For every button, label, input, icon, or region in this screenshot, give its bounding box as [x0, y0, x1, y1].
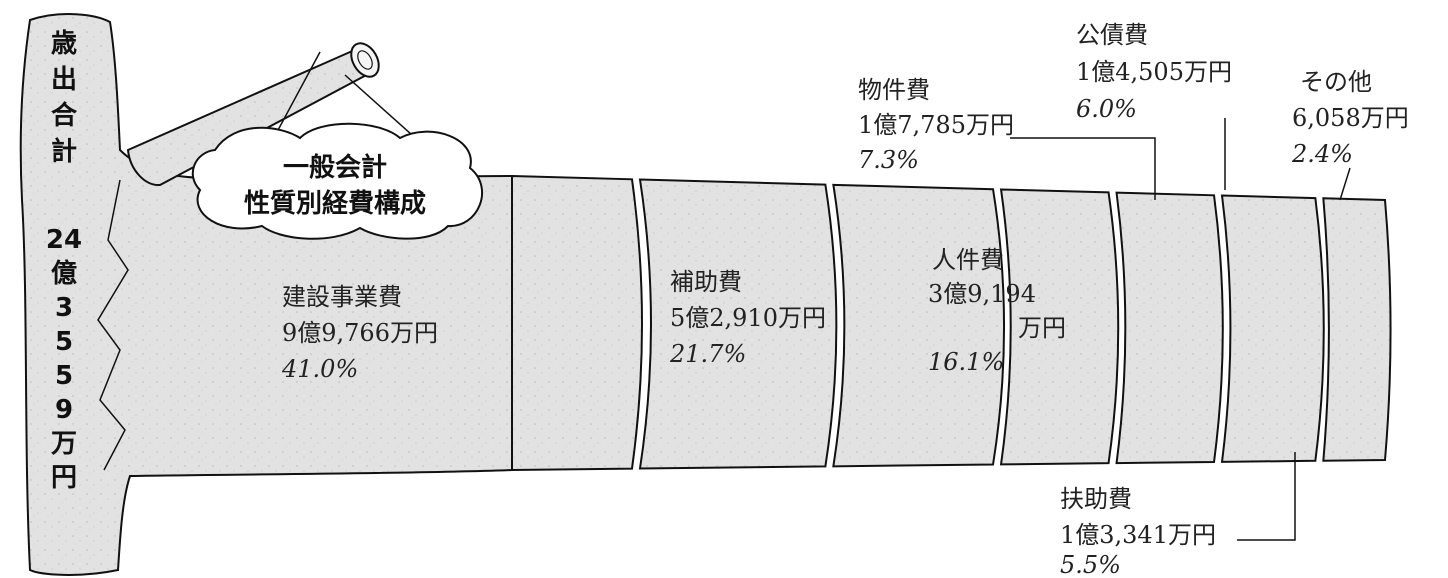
- label-hojo-amount: 5億2,910万円: [670, 304, 826, 332]
- label-jinken-amount-a: 3億9,194: [928, 280, 1036, 308]
- total-value-1: 億: [51, 259, 77, 289]
- label-sonota-pct: 2.4%: [1291, 140, 1353, 168]
- branch-end-ring: [357, 50, 373, 70]
- label-sonota-name: その他: [1300, 68, 1372, 96]
- chart-title-line2: 性質別経費構成: [244, 188, 426, 219]
- branch-end: [350, 42, 380, 78]
- leader-bukken: [1010, 137, 1156, 200]
- label-kosai-amount: 1億4,505万円: [1076, 58, 1232, 86]
- total-value-2: 3: [55, 293, 73, 323]
- trunk-jagged-edge: [97, 179, 129, 471]
- label-jigyo-amount: 9億9,766万円: [282, 319, 438, 347]
- total-char-0: 歳: [51, 29, 77, 59]
- total-value: 24 億 3 5 5 9 万 円: [46, 225, 82, 493]
- seg-kosai: [1115, 191, 1224, 465]
- label-jigyo-name: 建設事業費: [282, 283, 402, 311]
- label-bukken-pct: 7.3%: [858, 146, 919, 174]
- seg-bukken: [999, 188, 1120, 466]
- total-value-7: 円: [51, 463, 77, 493]
- leader-sonota: [1339, 167, 1351, 201]
- label-fujo-amount: 1億3,341万円: [1060, 521, 1216, 549]
- segment-group: [511, 174, 1392, 472]
- title-cloud: [191, 122, 484, 240]
- label-hojo-name: 補助費: [670, 268, 742, 296]
- seg-hojo: [638, 178, 838, 470]
- label-sonota-amount: 6,058万円: [1292, 104, 1409, 132]
- seg-jinken: [832, 183, 1006, 468]
- label-hojo-pct: 21.7%: [669, 340, 746, 368]
- label-jinken-amount-b: 万円: [1018, 314, 1066, 342]
- total-value-0: 24: [46, 225, 82, 255]
- total-label: 歳 出 合 計: [51, 29, 78, 167]
- seg-kensetsu: [511, 174, 643, 472]
- total-value-5: 9: [55, 395, 73, 425]
- label-fujo-name: 扶助費: [1060, 485, 1132, 513]
- label-bukken-name: 物件費: [858, 76, 930, 104]
- label-jinken-pct: 16.1%: [928, 348, 1004, 376]
- seg-fujo: [1220, 194, 1325, 463]
- total-char-1: 出: [51, 65, 77, 95]
- label-kosai-name: 公債費: [1076, 21, 1148, 49]
- total-value-3: 5: [55, 327, 73, 357]
- label-kosai-pct: 6.0%: [1076, 95, 1137, 123]
- tree-trunk: [19, 13, 513, 576]
- label-fujo-pct: 5.5%: [1060, 551, 1121, 578]
- leader-fujo: [1237, 452, 1296, 541]
- total-value-6: 万: [51, 429, 77, 459]
- label-jigyo-pct: 41.0%: [281, 355, 358, 383]
- total-value-4: 5: [55, 361, 73, 391]
- total-char-3: 計: [51, 136, 77, 167]
- chart-title-line1: 一般会計: [283, 152, 387, 183]
- total-char-2: 合: [51, 100, 78, 131]
- label-bukken-amount: 1億7,785万円: [858, 111, 1014, 139]
- label-jinken-name: 人件費: [932, 246, 1004, 274]
- seg-sonota: [1322, 197, 1392, 462]
